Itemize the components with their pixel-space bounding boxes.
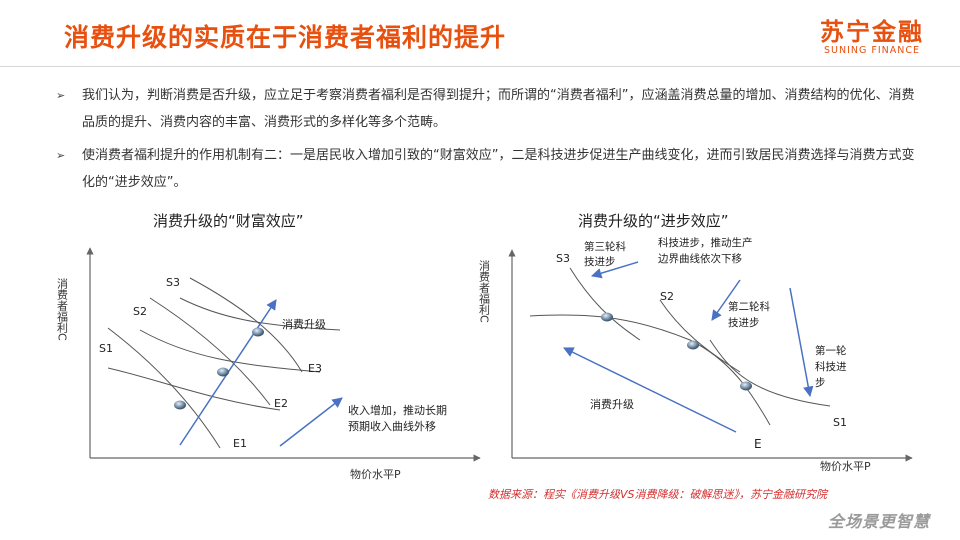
logo: 苏宁金融 SUNING FINANCE bbox=[820, 12, 924, 56]
right-eq-dot-1 bbox=[601, 312, 613, 322]
right-note4-line1: 第一轮 bbox=[815, 344, 847, 357]
bullet-item: ➢ 使消费者福利提升的作用机制有二：一是居民收入增加引致的“财富效应”，二是科技… bbox=[56, 142, 916, 196]
bullet-text: 我们认为，判断消费是否升级，应立足于考察消费者福利是否得到提升；而所谓的“消费者… bbox=[82, 88, 915, 130]
diagrams: 消费升级的“财富效应” 消费者福利C 物价水平P S3 S2 S1 E3 E2 … bbox=[56, 212, 913, 481]
right-note1-line1: 第三轮科 bbox=[584, 240, 626, 253]
arrow-bullet-icon: ➢ bbox=[56, 89, 66, 102]
logo-en: SUNING FINANCE bbox=[824, 45, 920, 56]
left-annotation-2: 预期收入曲线外移 bbox=[348, 419, 436, 433]
left-curve-s2 bbox=[139, 329, 321, 373]
left-annotation-1: 收入增加，推动长期 bbox=[348, 403, 447, 417]
bullet-text: 使消费者福利提升的作用机制有二：一是居民收入增加引致的“财富效应”，二是科技进步… bbox=[82, 148, 915, 190]
left-curve-s1 bbox=[107, 367, 281, 411]
right-note3-line2: 技进步 bbox=[728, 316, 760, 329]
title-divider bbox=[0, 66, 960, 67]
left-label-e2: E2 bbox=[274, 397, 288, 410]
right-note3-arrow bbox=[711, 279, 741, 321]
right-note1-line2: 技进步 bbox=[584, 255, 616, 268]
bullet-item: ➢ 我们认为，判断消费是否升级，应立足于考察消费者福利是否得到提升；而所谓的“消… bbox=[56, 82, 916, 136]
right-note1-arrow bbox=[590, 261, 639, 279]
right-label-e: E bbox=[754, 437, 762, 451]
left-eq-dot-2 bbox=[217, 367, 229, 377]
left-label-s3: S3 bbox=[166, 276, 180, 289]
right-curve-e bbox=[529, 314, 771, 426]
right-chart-title: 消费升级的“进步效应” bbox=[578, 212, 729, 230]
right-label-s1: S1 bbox=[833, 416, 847, 429]
arrow-bullet-icon: ➢ bbox=[56, 149, 66, 162]
left-label-e1: E1 bbox=[233, 437, 247, 450]
right-y-label: 消费者福利C bbox=[478, 259, 491, 323]
right-note4-line2: 科技进 bbox=[815, 360, 847, 373]
left-upgrade-label: 消费升级 bbox=[282, 317, 326, 331]
left-eq-dot-3 bbox=[252, 327, 264, 337]
right-y-label-text: 消费者福利C bbox=[478, 259, 491, 323]
right-eq-dot-3 bbox=[740, 381, 752, 391]
left-y-label: 消费者福利C bbox=[56, 277, 69, 341]
right-note4-arrow bbox=[789, 287, 814, 398]
brand-watermark: 全场景更智慧 bbox=[827, 512, 930, 531]
right-curve-s3 bbox=[569, 267, 641, 341]
left-curve-s3 bbox=[179, 297, 341, 331]
right-note4-line3: 步 bbox=[815, 377, 826, 389]
right-note2-line1: 科技进步，推动生产 bbox=[658, 236, 753, 249]
right-note2-line2: 边界曲线依次下移 bbox=[658, 252, 742, 265]
left-label-e3: E3 bbox=[308, 362, 322, 375]
right-label-s2: S2 bbox=[660, 290, 674, 303]
left-y-label-text: 消费者福利C bbox=[56, 277, 69, 341]
right-x-label: 物价水平P bbox=[820, 459, 871, 473]
right-upgrade-arrow bbox=[563, 347, 737, 433]
left-label-s1: S1 bbox=[99, 342, 113, 355]
right-curve-s1 bbox=[709, 339, 831, 407]
page-title: 消费升级的实质在于消费者福利的提升 bbox=[64, 23, 507, 52]
left-income-arrow bbox=[279, 397, 343, 447]
right-label-s3: S3 bbox=[556, 252, 570, 265]
left-x-label: 物价水平P bbox=[350, 467, 401, 481]
data-source: 数据来源：程实《消费升级VS消费降级：破解思迷》，苏宁金融研究院 bbox=[488, 488, 828, 501]
left-label-s2: S2 bbox=[133, 305, 147, 318]
left-chart-title: 消费升级的“财富效应” bbox=[153, 212, 304, 230]
right-eq-dot-2 bbox=[687, 340, 699, 350]
right-upgrade-label: 消费升级 bbox=[590, 397, 634, 411]
left-curve-e2 bbox=[149, 297, 271, 406]
right-note3-line1: 第二轮科 bbox=[728, 300, 770, 313]
left-eq-dot-1 bbox=[174, 400, 186, 410]
bullet-list: ➢ 我们认为，判断消费是否升级，应立足于考察消费者福利是否得到提升；而所谓的“消… bbox=[56, 82, 916, 196]
left-curve-e3 bbox=[189, 277, 303, 373]
logo-cn: 苏宁金融 bbox=[820, 18, 924, 46]
left-curve-e1 bbox=[107, 327, 221, 449]
